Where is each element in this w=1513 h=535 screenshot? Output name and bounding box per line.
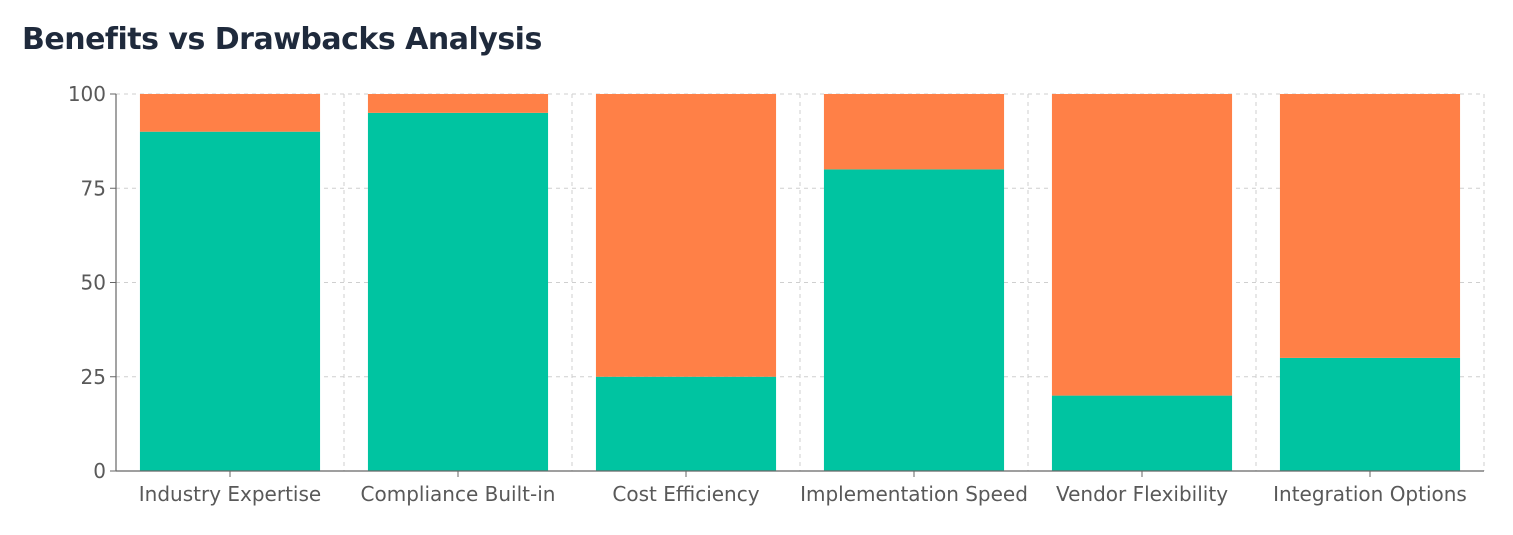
bar-segment-series-2 [1051, 94, 1233, 396]
y-tick-label: 50 [81, 271, 106, 295]
y-axis-ticks: 0 25 50 75 100 [68, 82, 116, 483]
chart-title: Benefits vs Drawbacks Analysis [22, 22, 542, 57]
x-tick-label: Industry Expertise [139, 482, 321, 506]
bar-segment-series-1 [1279, 357, 1461, 471]
y-tick-label: 75 [81, 176, 106, 200]
grid-lines [116, 93, 1485, 472]
bar-segment-series-2 [367, 94, 549, 113]
y-tick-label: 0 [93, 459, 106, 483]
x-tick-label: Compliance Built-in [361, 482, 556, 506]
x-tick-label: Vendor Flexibility [1056, 482, 1228, 506]
bar-segment-series-2 [595, 94, 777, 377]
bar-segment-series-1 [139, 131, 321, 471]
x-tick-label: Cost Efficiency [612, 482, 759, 506]
bar-segment-series-2 [1279, 94, 1461, 358]
x-tick-label: Integration Options [1273, 482, 1467, 506]
x-tick-label: Implementation Speed [800, 482, 1028, 506]
bar-segment-series-1 [1051, 395, 1233, 471]
x-axis-ticks: Industry Expertise Compliance Built-in Cos… [139, 471, 1467, 506]
y-tick-label: 100 [68, 82, 106, 106]
bars [139, 94, 1461, 471]
bar-segment-series-2 [823, 94, 1005, 170]
bar-segment-series-1 [367, 112, 549, 471]
bar-segment-series-2 [139, 94, 321, 132]
bar-segment-series-1 [823, 169, 1005, 471]
y-tick-label: 25 [81, 365, 106, 389]
bar-segment-series-1 [595, 376, 777, 471]
